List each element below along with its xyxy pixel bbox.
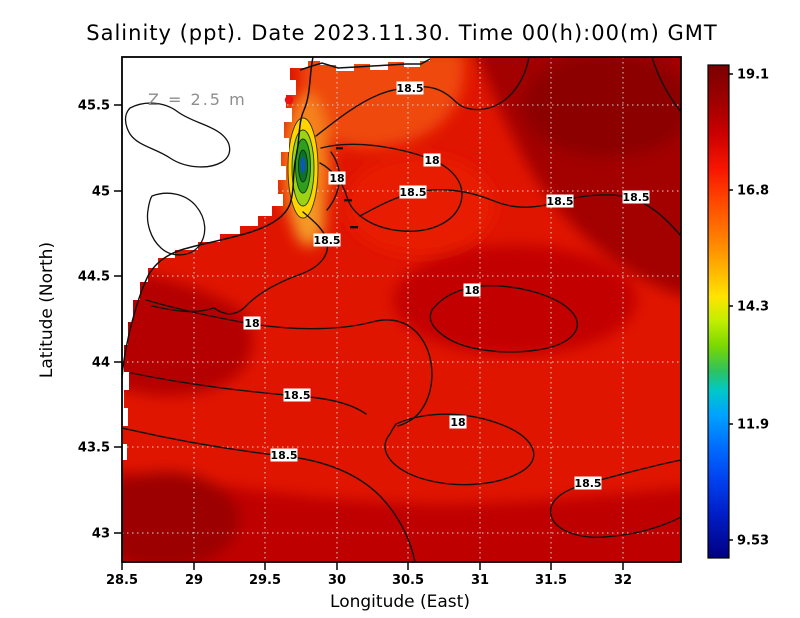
coastline-top bbox=[299, 58, 431, 71]
svg-text:18.5: 18.5 bbox=[622, 191, 649, 204]
y-axis: 45.5 45 44.5 44 43.5 43 Latitude (North) bbox=[37, 99, 122, 542]
depth-annotation: Z = 2.5 m bbox=[148, 90, 247, 109]
svg-text:18.5: 18.5 bbox=[399, 186, 426, 199]
svg-text:18: 18 bbox=[450, 416, 465, 429]
colorbar-tick-label: 14.3 bbox=[737, 300, 769, 315]
svg-text:18: 18 bbox=[464, 284, 479, 297]
x-axis: 28.5 29 29.5 30 30.5 31 31.5 32 Longitud… bbox=[106, 562, 632, 612]
contour-label: 18.5 bbox=[574, 476, 602, 490]
x-tick-label: 30.5 bbox=[392, 573, 424, 588]
x-tick-label: 29 bbox=[185, 573, 203, 588]
contour-label: 18.5 bbox=[622, 190, 650, 204]
contour-labels: 18.5 18 18 18.5 18.5 18.5 bbox=[243, 81, 650, 490]
land-mass bbox=[122, 57, 298, 460]
contour-label: 18 bbox=[449, 415, 467, 429]
y-tick-label: 44.5 bbox=[78, 270, 110, 285]
svg-text:18: 18 bbox=[329, 172, 344, 185]
contour-label: 18.5 bbox=[546, 194, 574, 208]
dark-water-region bbox=[122, 269, 253, 396]
colorbar-tick-label: 9.53 bbox=[737, 534, 769, 549]
colorbar: 19.1 16.8 14.3 11.9 9.53 bbox=[707, 64, 769, 559]
contour-label: 18 bbox=[423, 153, 441, 167]
svg-text:18.5: 18.5 bbox=[313, 234, 340, 247]
x-tick-label: 30 bbox=[328, 573, 346, 588]
colorbar-tick-label: 16.8 bbox=[737, 184, 769, 199]
dark-water-region bbox=[393, 245, 637, 355]
contour-label: 18.5 bbox=[283, 388, 311, 402]
y-tick-label: 43.5 bbox=[78, 441, 110, 456]
salinity-shading bbox=[122, 57, 681, 562]
dark-water-region bbox=[122, 471, 681, 562]
lagoon-outline bbox=[124, 102, 231, 168]
land-strip-top bbox=[298, 57, 430, 71]
contour-label: 18 bbox=[243, 316, 261, 330]
dark-water-corner bbox=[122, 472, 240, 562]
contour-label: 18.5 bbox=[270, 448, 298, 462]
contour-label: 18.5 bbox=[396, 81, 424, 95]
contour-label: 18 bbox=[463, 283, 481, 297]
x-tick-label: 29.5 bbox=[249, 573, 281, 588]
plot-area: 18.5 18 18 18.5 18.5 18.5 bbox=[122, 57, 681, 562]
svg-text:18.5: 18.5 bbox=[270, 449, 297, 462]
contour-label: 18 bbox=[328, 171, 346, 185]
lighter-water-region bbox=[300, 57, 465, 148]
svg-text:18.5: 18.5 bbox=[546, 195, 573, 208]
lighter-water-region bbox=[345, 155, 495, 255]
coastline bbox=[122, 57, 314, 379]
colorbar-tick-label: 11.9 bbox=[737, 418, 769, 433]
colorbar-tick-label: 19.1 bbox=[737, 68, 769, 83]
contour-label: 18.5 bbox=[399, 185, 427, 199]
colorbar-gradient bbox=[707, 64, 730, 559]
x-axis-label: Longitude (East) bbox=[330, 592, 470, 612]
grid-lines bbox=[122, 57, 681, 562]
dark-water-core bbox=[523, 57, 681, 157]
contour-label: 18.5 bbox=[313, 233, 341, 247]
x-tick-label: 31.5 bbox=[535, 573, 567, 588]
y-tick-label: 45 bbox=[92, 185, 110, 200]
plot-frame bbox=[121, 56, 682, 563]
y-tick-label: 44 bbox=[92, 356, 110, 371]
svg-text:18.5: 18.5 bbox=[283, 389, 310, 402]
svg-text:18: 18 bbox=[424, 154, 439, 167]
y-tick-label: 43 bbox=[92, 527, 110, 542]
svg-text:18.5: 18.5 bbox=[396, 82, 423, 95]
svg-text:18.5: 18.5 bbox=[574, 477, 601, 490]
lagoon-outline bbox=[146, 192, 206, 256]
svg-text:18: 18 bbox=[244, 317, 259, 330]
danube-plume-contours bbox=[287, 117, 319, 219]
x-tick-label: 28.5 bbox=[106, 573, 138, 588]
station-marker bbox=[284, 95, 294, 105]
figure-title: Salinity (ppt). Date 2023.11.30. Time 00… bbox=[86, 21, 717, 45]
x-tick-label: 32 bbox=[614, 573, 632, 588]
y-axis-label: Latitude (North) bbox=[37, 242, 57, 378]
y-tick-label: 45.5 bbox=[78, 99, 110, 114]
x-tick-label: 31 bbox=[471, 573, 489, 588]
